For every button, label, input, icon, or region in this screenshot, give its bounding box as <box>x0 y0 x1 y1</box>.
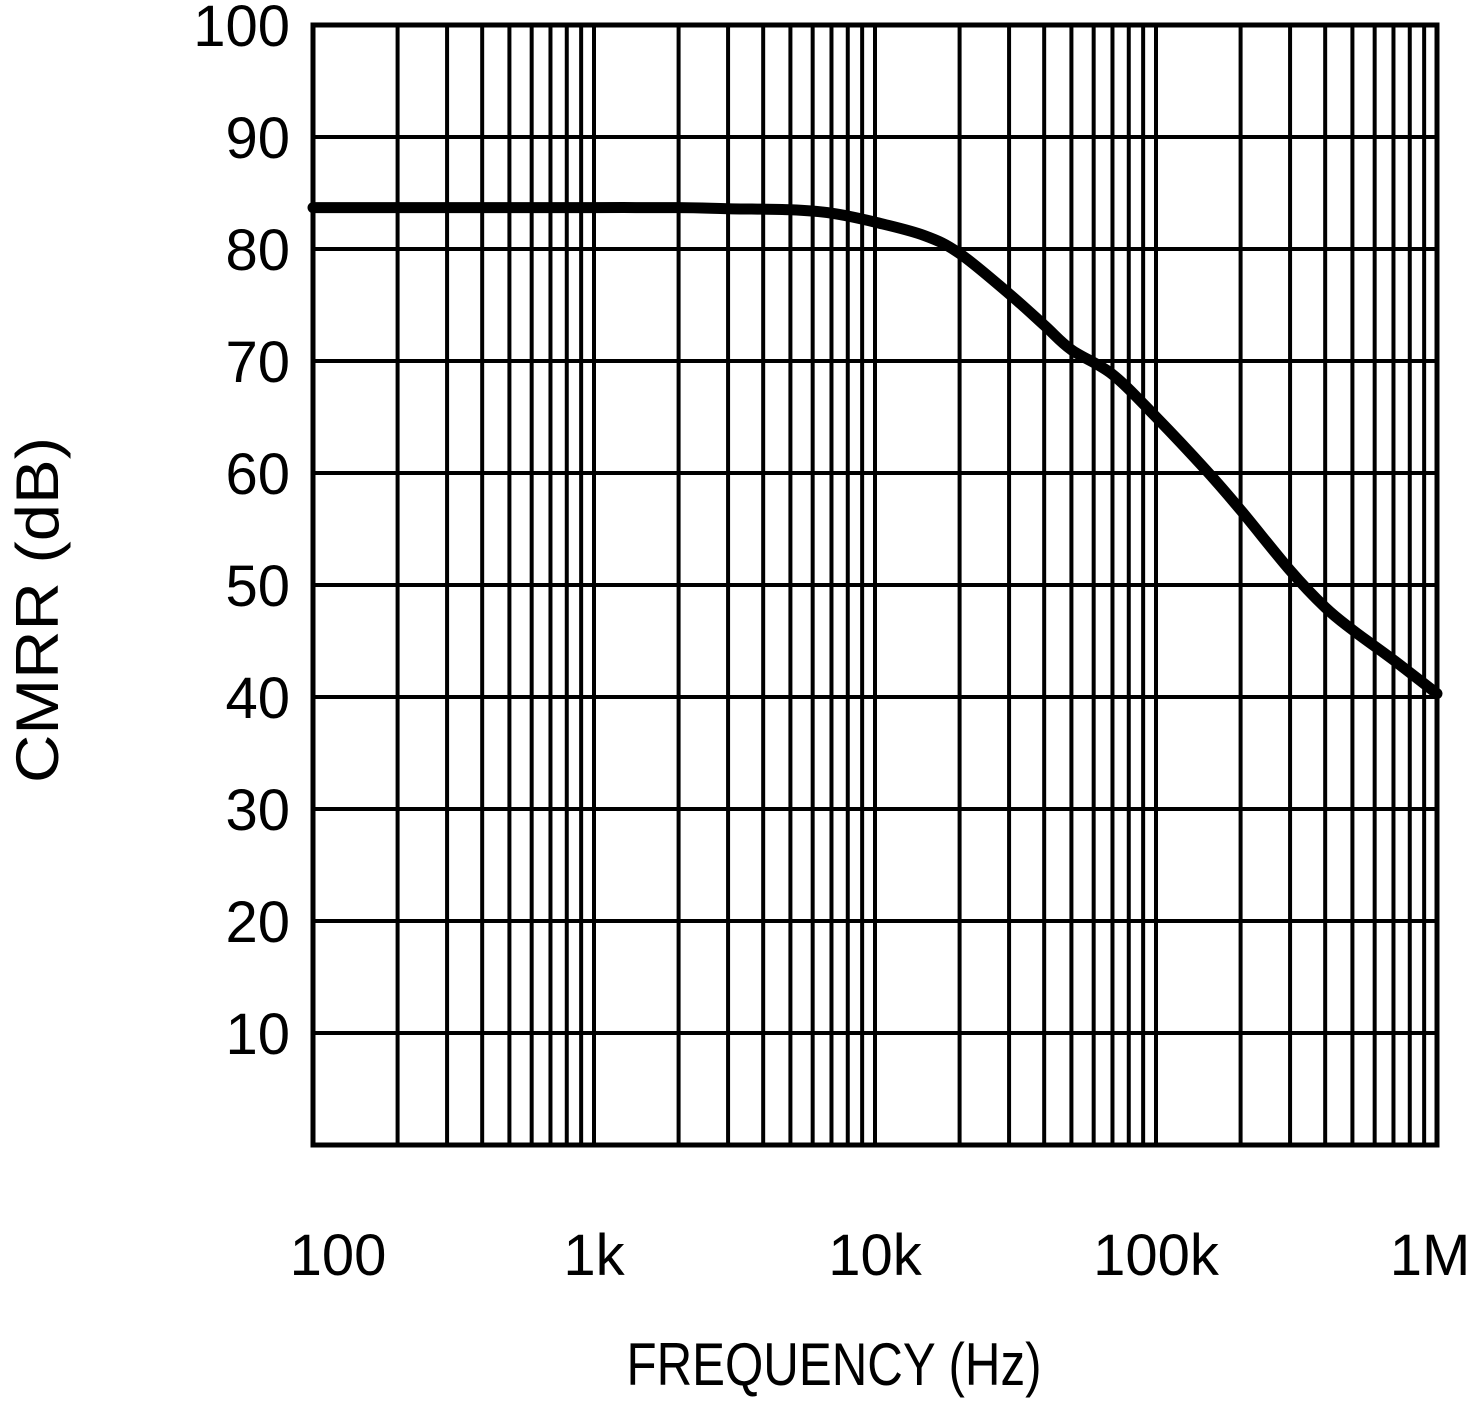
y-axis-tick-labels: 10 20 30 40 50 60 70 80 90 100 <box>193 0 290 1067</box>
y-tick-label: 30 <box>225 778 290 843</box>
x-tick-label: 100k <box>1093 1223 1220 1288</box>
y-tick-label: 40 <box>225 666 290 731</box>
y-tick-label: 100 <box>193 0 290 59</box>
x-tick-label: 100 <box>290 1223 387 1288</box>
x-tick-label: 10k <box>828 1223 923 1288</box>
y-tick-label: 90 <box>225 106 290 171</box>
y-tick-label: 50 <box>225 554 290 619</box>
x-axis-title: FREQUENCY (Hz) <box>627 1331 1042 1398</box>
y-tick-label: 70 <box>225 330 290 395</box>
y-tick-label: 10 <box>225 1002 290 1067</box>
y-tick-label: 20 <box>225 890 290 955</box>
x-tick-label: 1k <box>563 1223 625 1288</box>
plot-border <box>310 22 1440 1148</box>
cmrr-curve <box>307 202 1443 700</box>
y-tick-label: 80 <box>225 218 290 283</box>
x-tick-label: 1M <box>1390 1223 1468 1288</box>
y-tick-label: 60 <box>225 442 290 507</box>
x-axis-tick-labels: 100 1k 10k 100k 1M <box>290 1223 1468 1288</box>
y-axis-title: CMRR (dB) <box>4 437 71 783</box>
